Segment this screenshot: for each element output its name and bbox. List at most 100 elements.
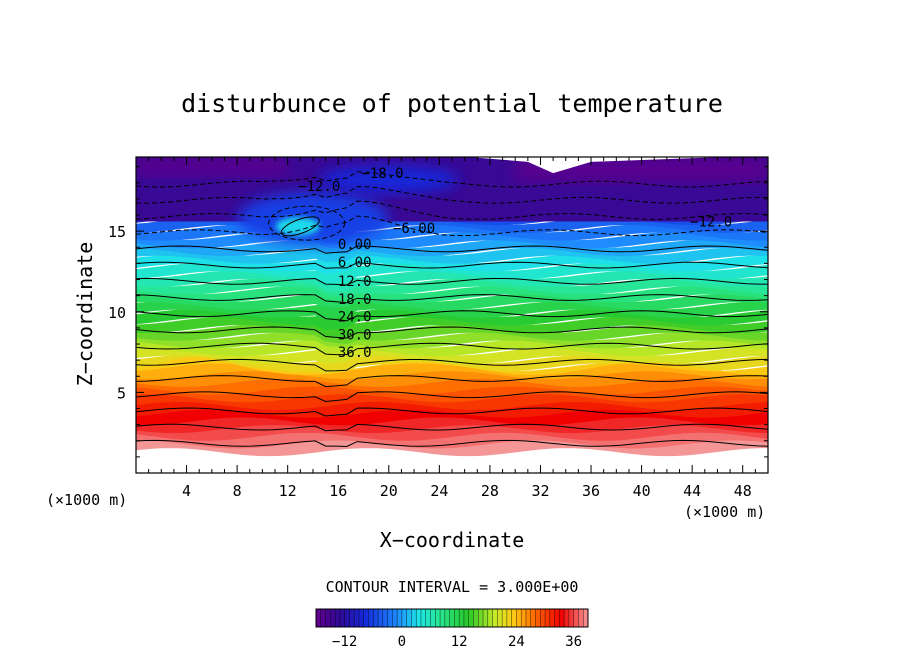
x-tick-label: 12 — [279, 482, 297, 500]
contour-label: −18.0 — [361, 166, 403, 182]
closed-contour — [268, 205, 346, 241]
temperature-field — [136, 157, 768, 457]
y-tick-label: 10 — [108, 304, 126, 322]
colorbar-swatch — [401, 609, 408, 627]
contour-labels: −18.0 −12.0 −12.0 −6.00 0.00 6.00 12.0 18.0 24.0… — [298, 166, 732, 361]
y-tick-label: 5 — [117, 384, 126, 402]
colorbar-swatch — [545, 609, 551, 627]
contour-line — [136, 342, 768, 356]
colorbar-swatch — [358, 609, 365, 627]
colorbar-swatch — [382, 609, 389, 627]
contour-lines — [136, 171, 768, 448]
x-tick-label: 32 — [531, 482, 549, 500]
colorbar-tick-label: 24 — [508, 634, 525, 650]
colorbar-ticks: −12 0 12 24 36 — [332, 634, 582, 650]
colorbar-swatch — [387, 609, 393, 627]
colorbar-swatch — [430, 609, 436, 627]
colorbar-swatch — [339, 609, 346, 627]
contour-line — [136, 310, 768, 322]
x-tick-label: 8 — [233, 482, 242, 500]
colorbar-swatch — [511, 609, 517, 627]
contour-line — [136, 294, 768, 304]
colorbar-frame — [315, 608, 589, 628]
colorbar-swatch — [378, 609, 384, 627]
contour-label: 6.00 — [338, 255, 372, 271]
x-axis-ticks: 4 8 12 16 20 24 28 32 36 40 44 48 — [148, 157, 756, 500]
x-tick-label: 28 — [481, 482, 499, 500]
colorbar-tick-label: −12 — [332, 634, 357, 650]
contour-line — [136, 391, 768, 403]
colorbar-swatch — [554, 609, 560, 627]
x-tick-label: 40 — [633, 482, 651, 500]
colorbar-swatch — [440, 609, 446, 627]
colorbar-tick-label: 12 — [451, 634, 468, 650]
colorbar-swatch — [368, 609, 374, 627]
colorbar-swatch — [530, 609, 537, 627]
contour-label: 12.0 — [338, 274, 372, 290]
x-tick-label: 48 — [734, 482, 752, 500]
colorbar-swatch — [573, 609, 579, 627]
colorbar-swatch — [502, 609, 508, 627]
colorbar-swatch — [425, 609, 432, 627]
contour-label: −12.0 — [690, 214, 732, 230]
colorbar-swatch — [540, 609, 546, 627]
colorbar-swatch — [506, 609, 513, 627]
contour-line — [136, 171, 768, 188]
contour-line — [136, 215, 768, 237]
colorbar-swatch — [578, 609, 584, 627]
colorbar-swatch — [492, 609, 498, 627]
contour-line — [136, 200, 768, 220]
colorbar — [315, 608, 589, 628]
colorbar-swatch — [373, 609, 379, 627]
closed-contour — [280, 216, 320, 237]
colorbar-swatch — [478, 609, 484, 627]
colorbar-swatch — [363, 609, 369, 627]
y-tick-label: 15 — [108, 223, 126, 241]
colorbar-swatch — [354, 609, 360, 627]
colorbar-swatch — [473, 609, 479, 627]
colorbar-swatch — [559, 609, 565, 627]
contour-line — [136, 358, 768, 372]
colorbar-swatch — [397, 609, 403, 627]
colorbar-tick-label: 36 — [565, 634, 582, 650]
colorbar-swatch — [349, 609, 355, 627]
colorbar-swatch — [406, 609, 412, 627]
upper-anomaly — [318, 165, 459, 194]
colorbar-swatch — [335, 609, 341, 627]
colorbar-swatch — [497, 609, 503, 627]
colorbar-swatch — [549, 609, 556, 627]
contour-label: −6.00 — [393, 221, 435, 237]
colorbar-swatch — [344, 609, 350, 627]
contour-line — [136, 439, 768, 448]
colorbar-swatch — [444, 609, 451, 627]
colorbar-swatch — [416, 609, 422, 627]
colorbar-swatch — [449, 609, 455, 627]
chart-title: disturbunce of potential temperature — [181, 89, 723, 118]
contour-line — [136, 277, 768, 286]
colorbar-swatch — [483, 609, 489, 627]
x-tick-label: 16 — [329, 482, 347, 500]
colorbar-swatch — [525, 609, 532, 627]
x-unit-left: (×1000 m) — [46, 491, 127, 509]
x-unit-right: (×1000 m) — [684, 503, 765, 521]
colorbar-swatch — [468, 609, 474, 627]
top-left-purple — [136, 157, 286, 175]
x-tick-label: 24 — [430, 482, 448, 500]
x-tick-label: 20 — [380, 482, 398, 500]
colorbar-swatch — [420, 609, 427, 627]
colorbar-swatch — [568, 609, 575, 627]
colorbar-swatch — [516, 609, 522, 627]
undefined-region — [468, 157, 726, 174]
colorbar-swatch — [330, 609, 336, 627]
colorbar-swatch — [463, 609, 470, 627]
contour-line — [136, 423, 768, 432]
y-axis-ticks: 5 10 15 — [108, 166, 768, 458]
contour-line — [136, 407, 768, 417]
contour-line — [136, 245, 768, 254]
contour-label: 0.00 — [338, 237, 372, 253]
colorbar-swatch — [459, 609, 465, 627]
colorbar-swatch — [535, 609, 541, 627]
contour-line — [136, 186, 768, 204]
colorbar-swatch — [454, 609, 460, 627]
